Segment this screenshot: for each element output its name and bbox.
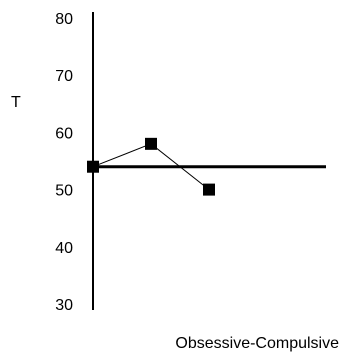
y-tick-label: 60 <box>55 125 73 142</box>
y-tick-label: 50 <box>55 183 73 200</box>
data-series <box>87 137 215 196</box>
y-tick-label: 40 <box>55 240 73 257</box>
data-point-marker <box>87 160 99 173</box>
y-axis-label: T <box>11 94 21 111</box>
data-point-marker <box>145 137 157 150</box>
y-tick-label: 70 <box>55 68 73 85</box>
x-axis-label: Obsessive-Compulsive <box>175 335 339 352</box>
y-tick-labels: 80 70 60 50 40 30 <box>55 11 73 314</box>
y-tick-label: 30 <box>55 297 73 314</box>
data-point-marker <box>203 183 215 196</box>
y-tick-label: 80 <box>55 11 73 28</box>
